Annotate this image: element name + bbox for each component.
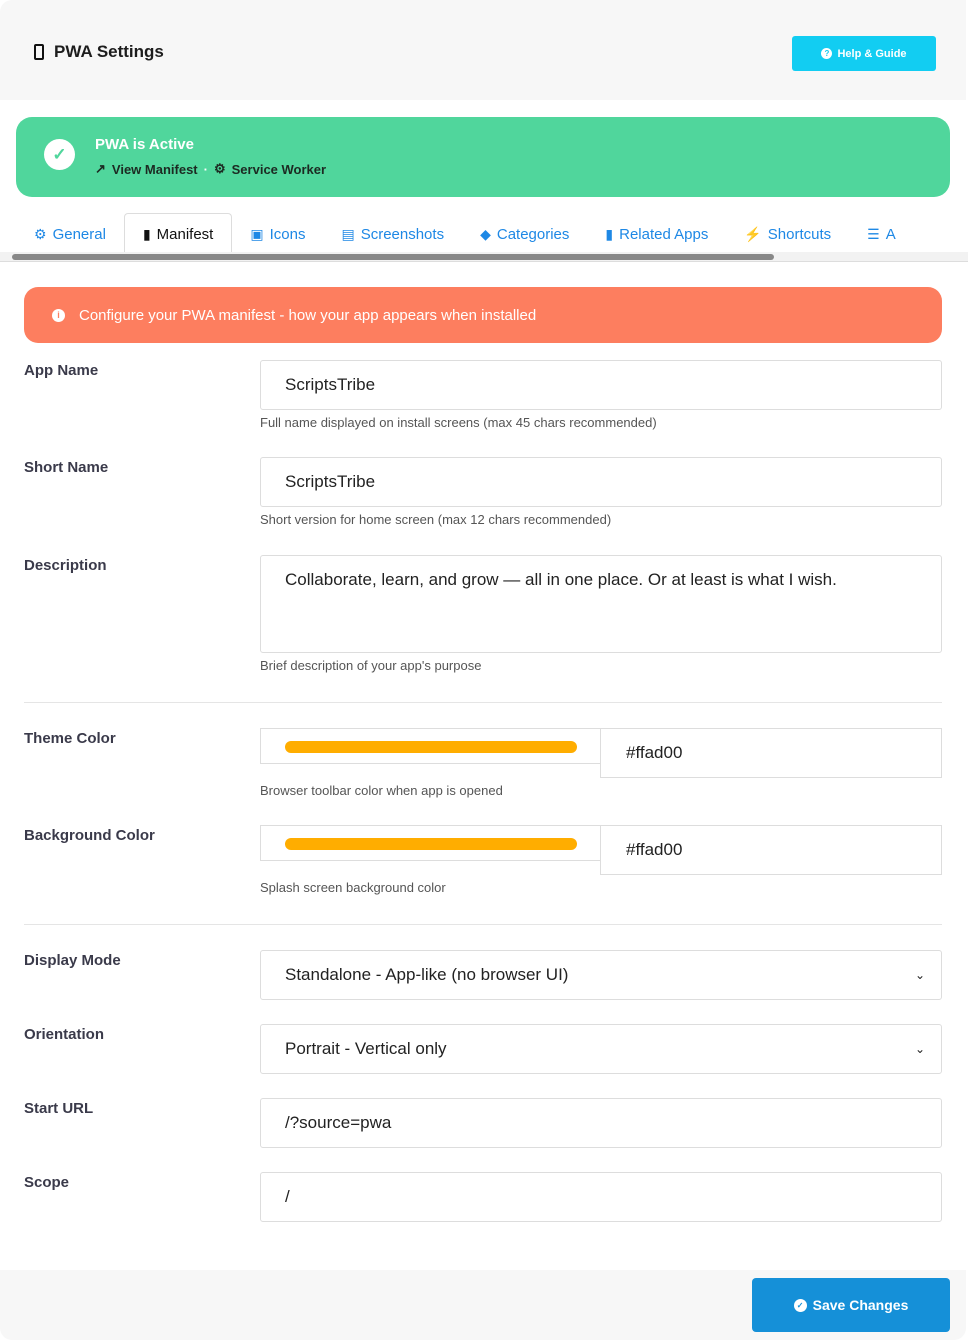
status-banner: [16, 117, 950, 197]
theme-color-swatch: [285, 741, 577, 753]
info-circle-icon: i: [52, 308, 65, 322]
page-title: PWA Settings: [34, 42, 164, 62]
tab-manifest[interactable]: ▮ Manifest: [123, 213, 233, 255]
tab-label: Manifest: [156, 226, 214, 243]
short-name-label: Short Name: [24, 459, 109, 476]
scope-input[interactable]: /: [260, 1172, 942, 1222]
description-hint: Brief description of your app's purpose: [260, 658, 482, 673]
tab-screenshots[interactable]: ▤ Screenshots: [323, 213, 462, 255]
view-manifest-link[interactable]: View Manifest: [111, 161, 198, 177]
mobile-phone-icon: [34, 44, 44, 60]
service-worker-link[interactable]: Service Worker: [231, 161, 327, 177]
save-changes-button[interactable]: ✓ Save Changes: [752, 1278, 950, 1332]
tab-label: Shortcuts: [767, 225, 832, 243]
theme-color-input[interactable]: #ffad00: [600, 728, 942, 778]
theme-color-label: Theme Color: [24, 730, 116, 747]
check-circle-icon: ✓: [793, 1298, 807, 1312]
divider: [24, 924, 942, 925]
status-title: PWA is Active: [95, 136, 194, 153]
orientation-select[interactable]: Portrait - Vertical only ⌄: [260, 1024, 942, 1074]
tab-label: Icons: [269, 225, 306, 243]
tab-label: Screenshots: [360, 225, 445, 243]
orientation-value: Portrait - Vertical only: [285, 1039, 447, 1058]
tab-related-apps[interactable]: ▮ Related Apps: [587, 213, 726, 255]
tab-label: General: [52, 225, 106, 243]
file-code-icon: ▮: [142, 226, 151, 242]
tags-icon: ◆: [480, 225, 491, 242]
page-title-text: PWA Settings: [54, 42, 164, 61]
tab-general[interactable]: ⚙ General: [16, 213, 124, 255]
scope-label: Scope: [24, 1174, 70, 1191]
short-name-hint: Short version for home screen (max 12 ch…: [260, 512, 612, 527]
status-links: ↗ View Manifest · ⚙ Service Worker: [95, 161, 326, 177]
tab-bar: ⚙ General ▮ Manifest ▣ Icons ▤ Screenshots ◆…: [0, 213, 968, 255]
question-circle-icon: ?: [821, 48, 833, 59]
theme-color-hint: Browser toolbar color when app is opened: [260, 783, 503, 798]
help-guide-label: Help & Guide: [837, 47, 907, 60]
display-mode-label: Display Mode: [24, 952, 121, 969]
tab-categories[interactable]: ◆ Categories: [462, 213, 587, 255]
chevron-down-icon: ⌄: [914, 1042, 925, 1056]
notice-text: Configure your PWA manifest - how your a…: [79, 306, 537, 324]
description-textarea[interactable]: Collaborate, learn, and grow — all in on…: [260, 555, 942, 653]
display-mode-value: Standalone - App-like (no browser UI): [285, 965, 569, 984]
tab-label: Categories: [496, 225, 570, 243]
bolt-icon: ⚡: [744, 225, 762, 242]
background-color-swatch: [285, 838, 577, 850]
external-link-icon: ↗: [95, 161, 106, 176]
images-icon: ▤: [341, 225, 355, 242]
gear-icon: ⚙: [34, 225, 47, 242]
background-color-picker[interactable]: [260, 825, 601, 861]
check-circle-icon: ✓: [44, 139, 75, 170]
background-color-hint: Splash screen background color: [260, 880, 446, 895]
background-color-label: Background Color: [24, 827, 155, 844]
short-name-input[interactable]: ScriptsTribe: [260, 457, 942, 507]
chevron-down-icon: ⌄: [914, 968, 925, 982]
info-notice: i Configure your PWA manifest - how your…: [24, 287, 942, 343]
tab-label: Related Apps: [619, 225, 709, 243]
description-label: Description: [24, 557, 107, 574]
display-mode-select[interactable]: Standalone - App-like (no browser UI) ⌄: [260, 950, 942, 1000]
start-url-label: Start URL: [24, 1100, 94, 1117]
start-url-input[interactable]: /?source=pwa: [260, 1098, 942, 1148]
orientation-label: Orientation: [24, 1026, 105, 1043]
background-color-input[interactable]: #ffad00: [600, 825, 942, 875]
sliders-icon: ☰: [867, 225, 880, 242]
scrollbar-thumb[interactable]: [12, 254, 774, 260]
gear-icon: ⚙: [213, 161, 226, 176]
mobile-icon: ▮: [605, 225, 614, 242]
app-name-hint: Full name displayed on install screens (…: [260, 415, 657, 430]
tab-icons[interactable]: ▣ Icons: [232, 213, 323, 255]
separator: ·: [203, 161, 208, 177]
save-changes-label: Save Changes: [812, 1297, 909, 1313]
app-name-label: App Name: [24, 362, 99, 379]
tab-shortcuts[interactable]: ⚡ Shortcuts: [726, 213, 849, 255]
theme-color-picker[interactable]: [260, 728, 601, 764]
divider: [24, 702, 942, 703]
tab-label: A: [885, 225, 896, 243]
tab-advanced[interactable]: ☰ A: [849, 213, 914, 255]
image-icon: ▣: [250, 225, 264, 242]
app-name-input[interactable]: ScriptsTribe: [260, 360, 942, 410]
help-guide-button[interactable]: ? Help & Guide: [792, 36, 936, 71]
